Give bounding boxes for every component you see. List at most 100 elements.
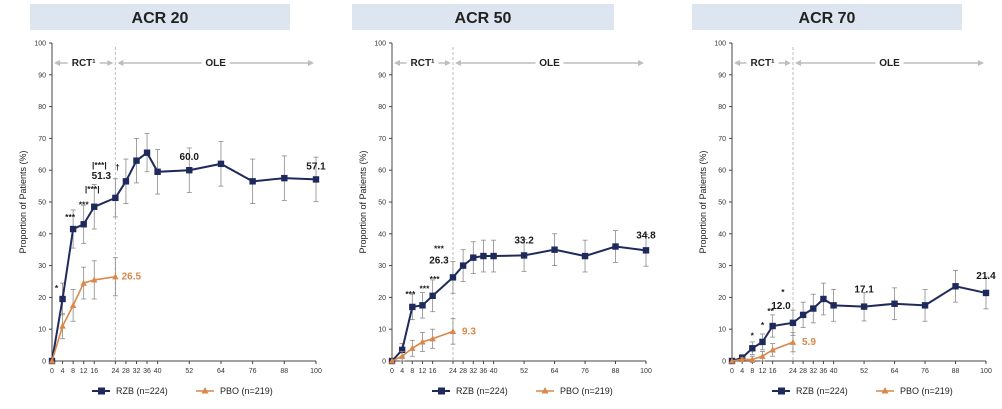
legend-pbo-marker <box>541 387 549 394</box>
x-tick-label: 52 <box>860 368 868 375</box>
chart-title-bar <box>352 4 614 30</box>
y-tick-label: 100 <box>34 41 46 48</box>
x-tick-label: 40 <box>830 368 838 375</box>
rzb-marker <box>186 167 193 174</box>
rct-label: RCT¹ <box>72 58 97 69</box>
y-tick-label: 90 <box>38 72 46 79</box>
legend-rzb-label: RZB (n=224) <box>456 386 508 396</box>
rct-arrow-head-right <box>444 60 451 66</box>
y-axis-label: Proportion of Patients (%) <box>358 150 368 253</box>
x-tick-label: 32 <box>133 368 141 375</box>
ole-label-bg <box>201 54 230 68</box>
rzb-marker <box>921 302 929 309</box>
rzb-marker <box>312 176 320 183</box>
rzb-marker <box>759 338 766 346</box>
significance-label: ** <box>767 306 774 316</box>
data-label: 17.1 <box>854 285 874 296</box>
rzb-marker <box>551 246 558 253</box>
pbo-marker <box>769 346 776 353</box>
y-tick-label: 80 <box>38 104 46 111</box>
x-tick-label: 100 <box>310 368 322 375</box>
x-tick-label: 12 <box>759 368 767 375</box>
rzb-marker <box>59 295 66 303</box>
significance-label: *** <box>79 199 90 209</box>
rzb-series <box>388 230 650 365</box>
x-tick-label: 52 <box>185 368 193 375</box>
x-tick-label: 8 <box>410 368 414 375</box>
x-tick-label: 24 <box>111 368 119 375</box>
x-tick-label: 52 <box>520 368 528 375</box>
rzb-marker <box>470 254 477 261</box>
rzb-marker <box>112 194 119 202</box>
rzb-marker <box>69 225 77 233</box>
rzb-marker <box>154 168 161 175</box>
pbo-marker <box>91 276 98 283</box>
pbo-series <box>48 257 119 364</box>
x-tick-label: 16 <box>769 368 777 375</box>
rzb-marker <box>860 303 868 310</box>
rzb-marker <box>830 302 837 309</box>
x-tick-label: 0 <box>50 368 54 375</box>
y-tick-label: 0 <box>382 359 386 366</box>
y-tick-label: 30 <box>718 263 726 270</box>
chart-title: ACR 70 <box>799 10 856 27</box>
x-tick-label: 76 <box>581 368 589 375</box>
significance-label: |***| <box>92 160 107 170</box>
x-tick-label: 8 <box>71 368 75 375</box>
ole-arrow-head-left <box>117 60 124 66</box>
y-tick-label: 60 <box>378 168 386 175</box>
rzb-marker <box>982 289 990 297</box>
significance-label: * <box>761 320 765 330</box>
y-tick-label: 70 <box>38 136 46 143</box>
legend-pbo-label: PBO (n=219) <box>900 386 953 396</box>
x-tick-label: 12 <box>419 368 427 375</box>
rct-arrow-head-left <box>734 60 740 66</box>
y-tick-label: 90 <box>378 72 386 79</box>
y-axis-label: Proportion of Patients (%) <box>698 150 708 253</box>
y-tick-label: 10 <box>378 327 386 334</box>
rzb-marker <box>642 247 650 254</box>
rzb-series <box>728 269 990 365</box>
x-tick-label: 12 <box>80 368 88 375</box>
significance-label: *** <box>434 243 445 253</box>
x-tick-label: 36 <box>480 368 488 375</box>
significance-label: *** <box>420 283 431 293</box>
rct-arrow-head-left <box>394 60 400 66</box>
rzb-marker <box>419 302 426 309</box>
rct-arrow-head-left <box>54 60 60 66</box>
x-tick-label: 24 <box>449 368 457 375</box>
significance-label: |***| <box>85 184 100 194</box>
pbo-marker <box>59 322 66 329</box>
y-tick-label: 20 <box>38 295 46 302</box>
rzb-marker <box>612 243 619 250</box>
rzb-series <box>48 133 320 365</box>
rzb-marker <box>799 311 807 319</box>
data-label: 9.3 <box>462 326 476 337</box>
data-label: 34.8 <box>636 230 656 241</box>
rzb-marker <box>490 252 497 260</box>
pbo-marker <box>728 357 736 364</box>
legend-rzb-label: RZB (n=224) <box>116 386 168 396</box>
data-label: 26.5 <box>122 272 142 283</box>
rct-label: RCT¹ <box>751 58 776 69</box>
rct-arrow-head-right <box>784 60 791 66</box>
y-tick-label: 70 <box>378 136 386 143</box>
y-tick-label: 50 <box>38 200 46 207</box>
ole-arrow-head-left <box>794 60 801 66</box>
ole-arrow-head-right <box>638 60 644 66</box>
x-tick-label: 32 <box>469 368 477 375</box>
rct-label-bg <box>746 54 779 68</box>
y-tick-label: 90 <box>718 72 726 79</box>
y-tick-label: 30 <box>38 263 46 270</box>
x-tick-label: 24 <box>789 368 797 375</box>
legend-pbo-marker <box>881 387 889 394</box>
data-label: 5.9 <box>802 337 816 348</box>
y-tick-label: 100 <box>374 41 386 48</box>
data-label: 12.0 <box>771 301 791 312</box>
y-tick-label: 10 <box>38 327 46 334</box>
pbo-marker <box>388 357 396 364</box>
